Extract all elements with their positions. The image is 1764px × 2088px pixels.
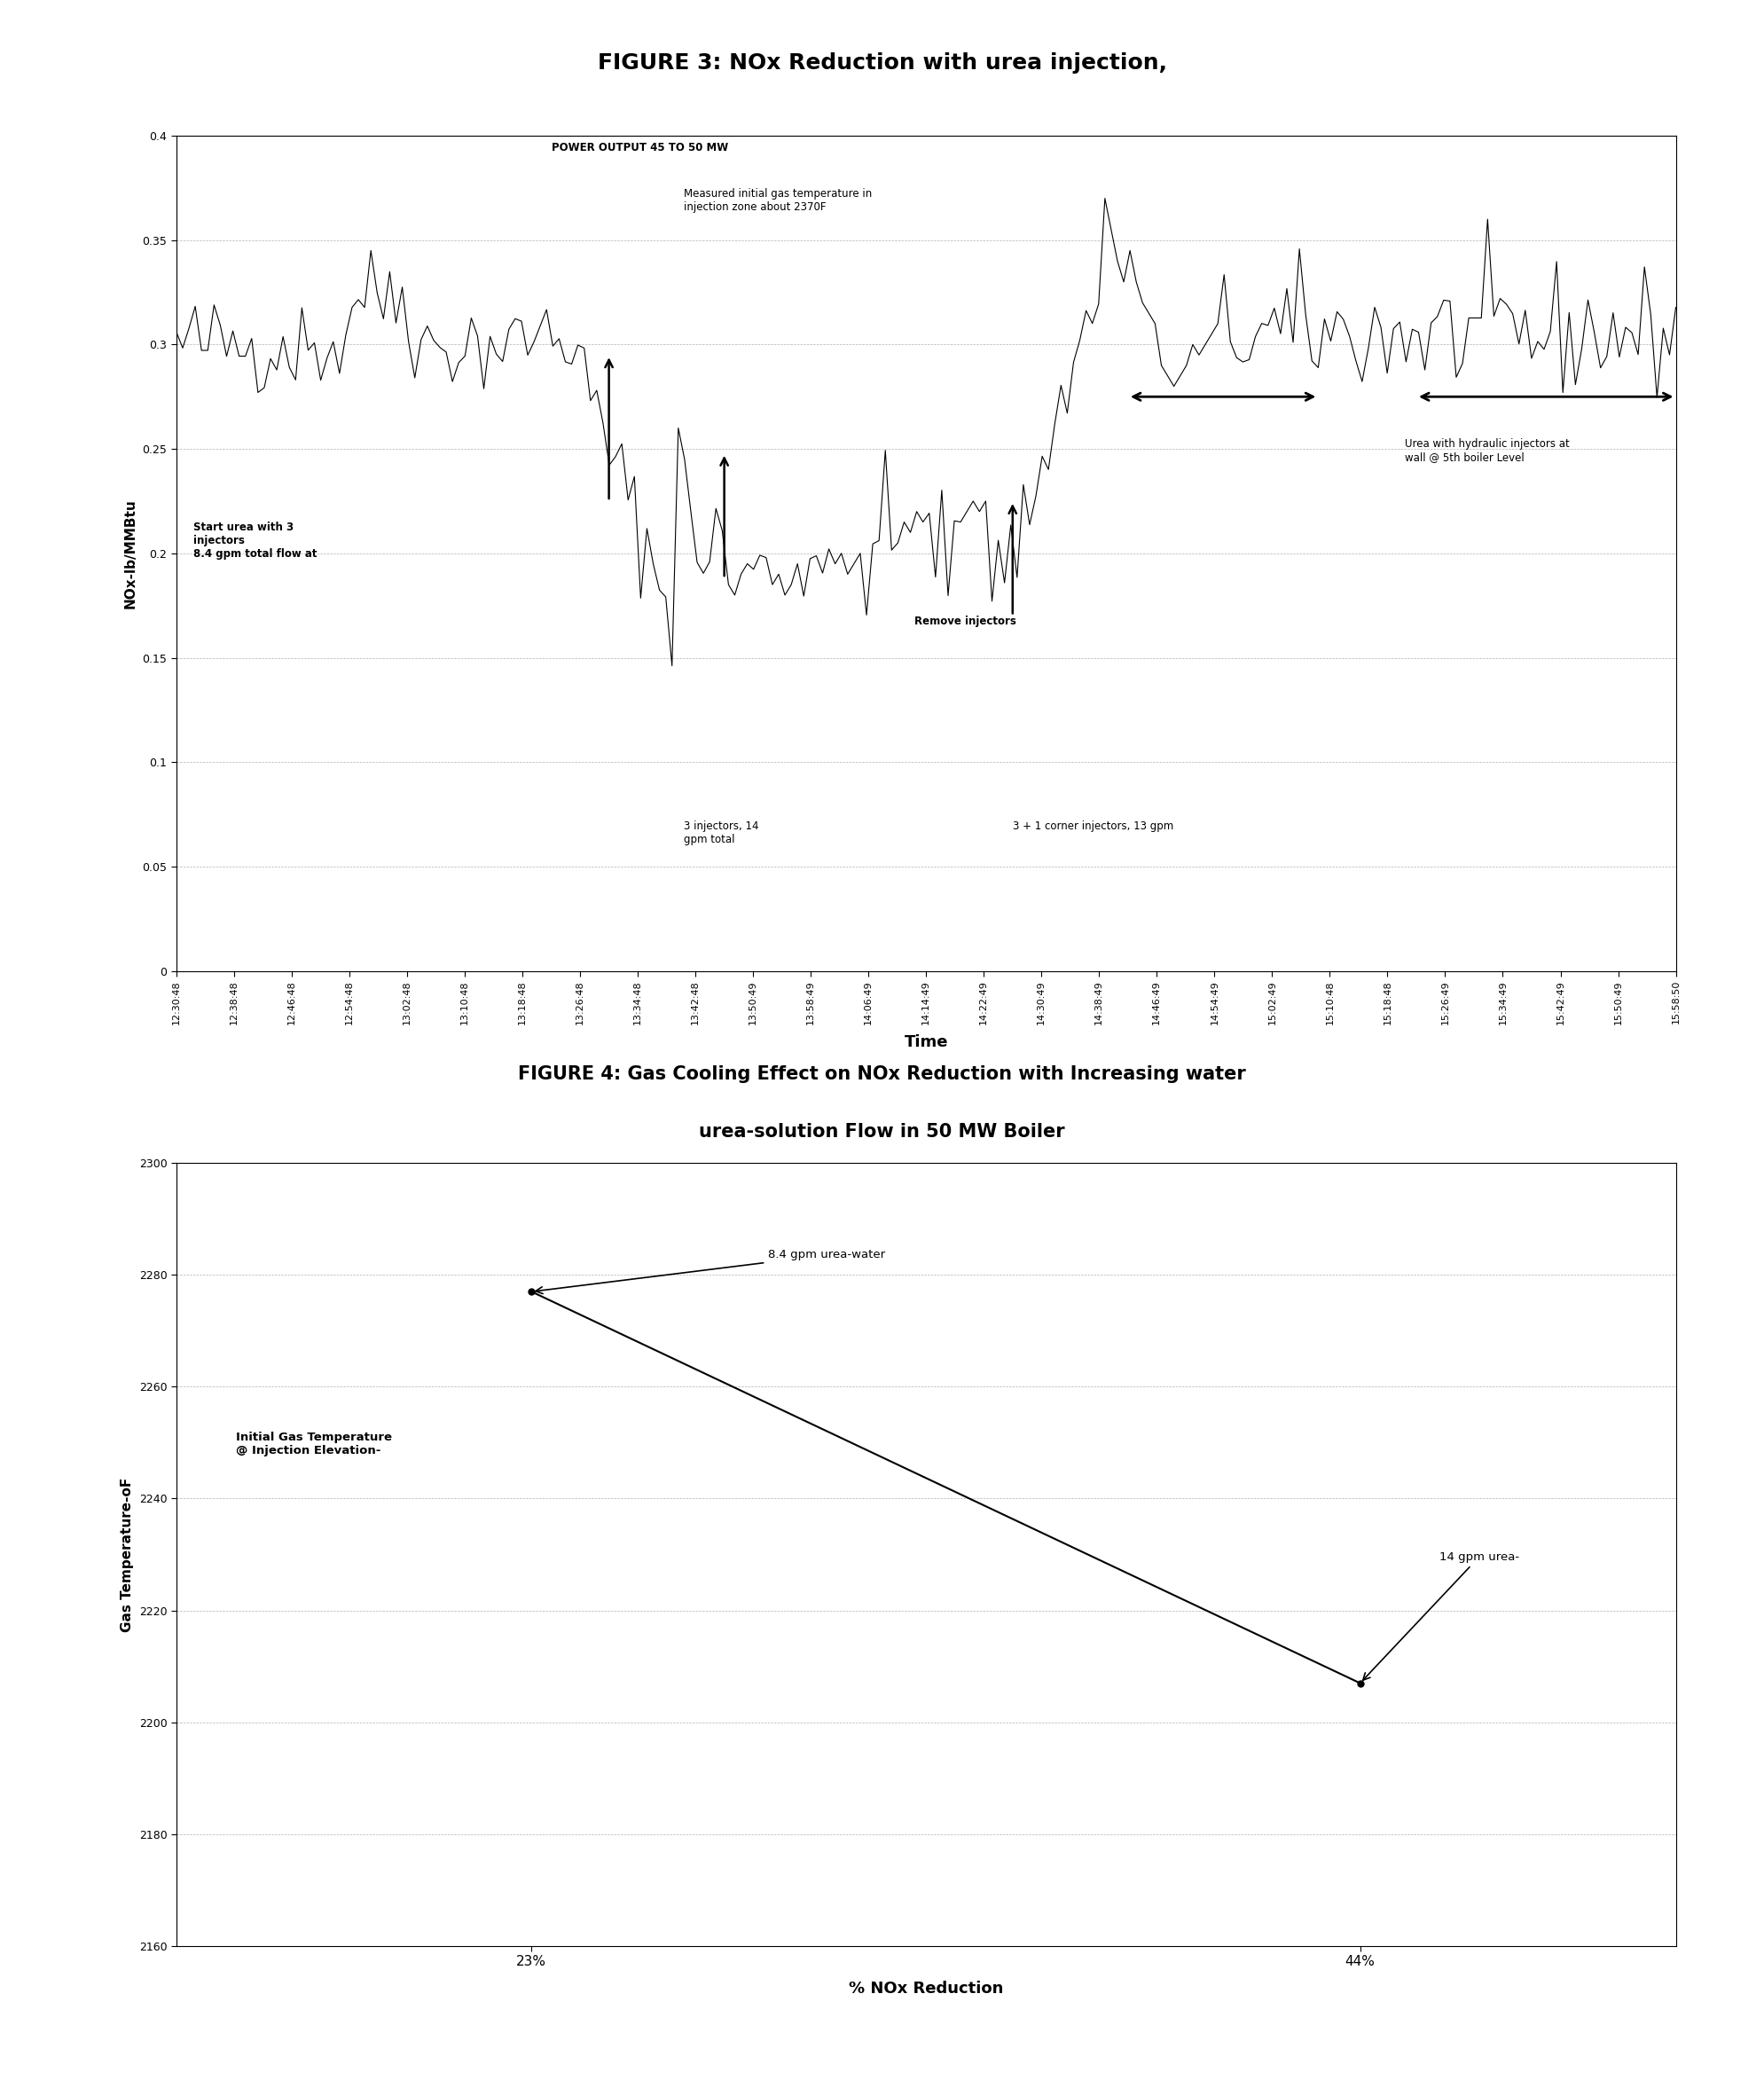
Text: FIGURE 3: NOx Reduction with urea injection,: FIGURE 3: NOx Reduction with urea inject… — [598, 52, 1166, 73]
Text: 8.4 gpm urea-water: 8.4 gpm urea-water — [536, 1249, 886, 1295]
X-axis label: Time: Time — [905, 1034, 947, 1050]
Text: 3 + 1 corner injectors, 13 gpm: 3 + 1 corner injectors, 13 gpm — [1013, 821, 1173, 833]
Y-axis label: Gas Temperature-oF: Gas Temperature-oF — [120, 1476, 134, 1633]
Text: 14 gpm urea-: 14 gpm urea- — [1364, 1551, 1519, 1681]
Text: Initial Gas Temperature
@ Injection Elevation-: Initial Gas Temperature @ Injection Elev… — [236, 1432, 392, 1455]
Text: urea-solution Flow in 50 MW Boiler: urea-solution Flow in 50 MW Boiler — [699, 1123, 1065, 1140]
Y-axis label: NOx-lb/MMBtu: NOx-lb/MMBtu — [123, 499, 138, 608]
Text: 3 injectors, 14
gpm total: 3 injectors, 14 gpm total — [684, 821, 759, 846]
Text: Urea with hydraulic injectors at
wall @ 5th boiler Level: Urea with hydraulic injectors at wall @ … — [1404, 438, 1570, 464]
Text: Remove injectors: Remove injectors — [914, 616, 1016, 628]
Text: Measured initial gas temperature in
injection zone about 2370F: Measured initial gas temperature in inje… — [684, 188, 871, 213]
Text: Start urea with 3
injectors
8.4 gpm total flow at: Start urea with 3 injectors 8.4 gpm tota… — [194, 522, 318, 560]
Text: FIGURE 4: Gas Cooling Effect on NOx Reduction with Increasing water: FIGURE 4: Gas Cooling Effect on NOx Redu… — [519, 1065, 1245, 1082]
X-axis label: % NOx Reduction: % NOx Reduction — [848, 1982, 1004, 1996]
Text: POWER OUTPUT 45 TO 50 MW: POWER OUTPUT 45 TO 50 MW — [550, 142, 729, 155]
